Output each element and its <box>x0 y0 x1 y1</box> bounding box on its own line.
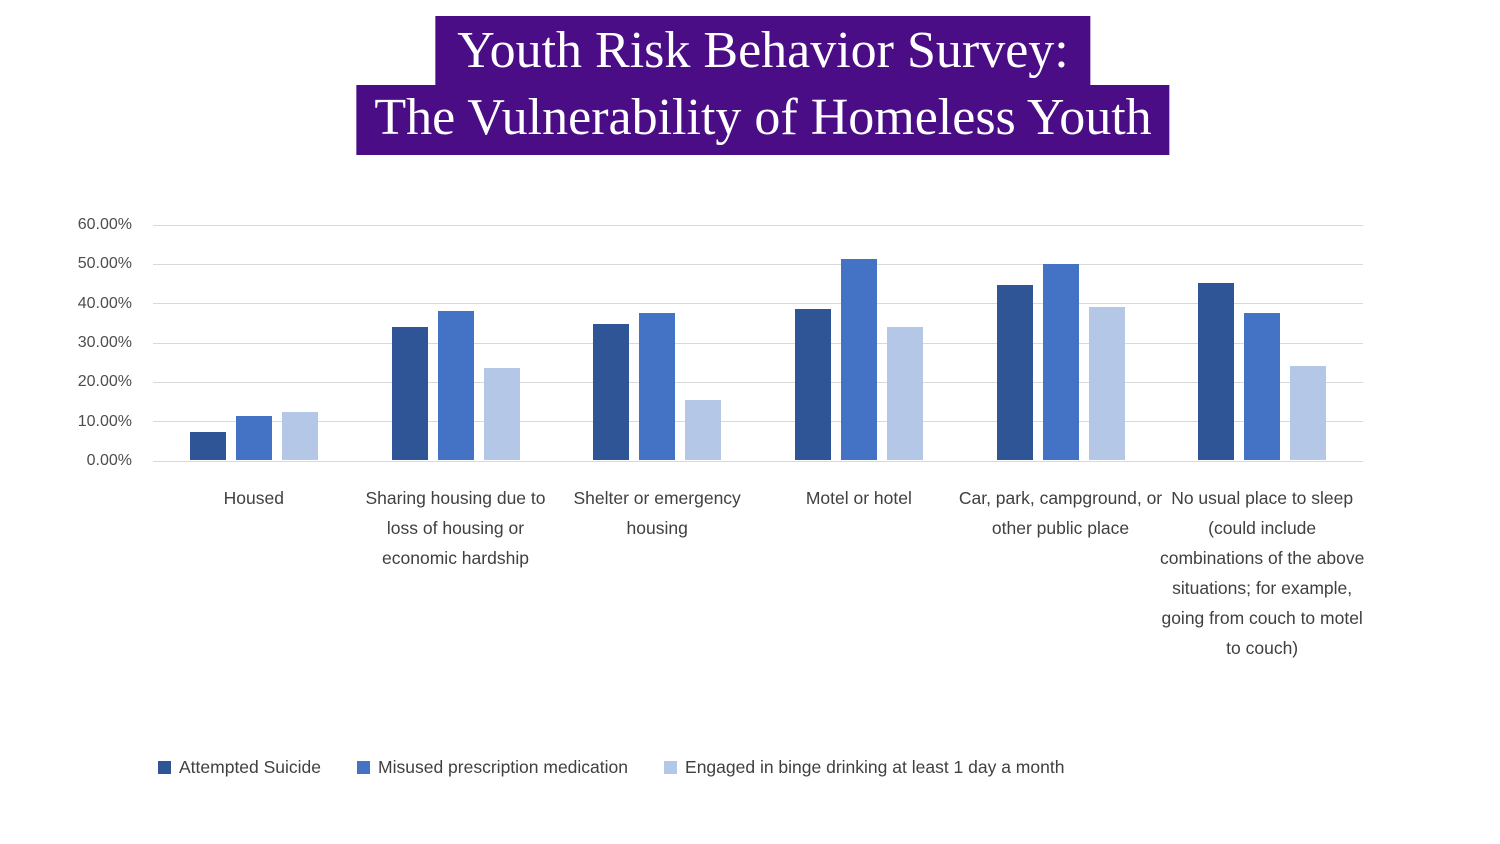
gridline-60 <box>153 224 1363 226</box>
bar-engaged-in-binge-drinking-at-least-1-day-a-month-group5 <box>1088 307 1125 460</box>
y-tick-label: 10.00% <box>77 412 132 430</box>
legend-item: Misused prescription medication <box>357 757 628 777</box>
legend-swatch-icon <box>664 760 678 774</box>
bar-attempted-suicide-group5 <box>996 284 1033 460</box>
y-tick-label: 50.00% <box>77 255 132 273</box>
bar-misused-prescription-medication-group2 <box>437 310 474 460</box>
bar-attempted-suicide-group6 <box>1198 283 1235 460</box>
bar-engaged-in-binge-drinking-at-least-1-day-a-month-group1 <box>281 412 318 460</box>
legend-item: Attempted Suicide <box>158 757 321 777</box>
y-tick-label: 60.00% <box>77 216 132 233</box>
bar-misused-prescription-medication-group6 <box>1244 312 1281 460</box>
bar-engaged-in-binge-drinking-at-least-1-day-a-month-group2 <box>483 367 520 460</box>
chart-title-line2: The Vulnerability of Homeless Youth <box>356 85 1170 155</box>
chart-title: Youth Risk Behavior Survey: The Vulnerab… <box>356 16 1170 155</box>
legend: Attempted Suicide Misused prescription me… <box>158 757 1064 777</box>
plot-area <box>153 224 1363 462</box>
legend-swatch-icon <box>357 760 371 774</box>
bar-attempted-suicide-group2 <box>391 327 428 460</box>
bar-misused-prescription-medication-group4 <box>840 258 877 460</box>
bar-attempted-suicide-group3 <box>593 323 630 460</box>
x-category-label: Motel or hotel <box>805 488 912 508</box>
bar-engaged-in-binge-drinking-at-least-1-day-a-month-group4 <box>886 327 923 460</box>
x-category-label: Housed <box>223 488 284 508</box>
gridline-30 <box>153 342 1363 344</box>
chart-title-line1: Youth Risk Behavior Survey: <box>435 16 1091 88</box>
x-category-label: Shelter or emergency housing <box>573 488 741 538</box>
bar-misused-prescription-medication-group1 <box>235 416 272 460</box>
y-tick-label: 0.00% <box>86 452 132 469</box>
legend-item: Engaged in binge drinking at least 1 day… <box>664 757 1064 777</box>
bar-misused-prescription-medication-group3 <box>639 312 676 460</box>
legend-label: Misused prescription medication <box>378 757 629 777</box>
legend-label: Engaged in binge drinking at least 1 day… <box>685 757 1065 777</box>
x-category-label: Sharing housing due to loss of housing o… <box>365 488 546 568</box>
gridline-50 <box>153 263 1363 265</box>
gridline-0 <box>153 460 1363 462</box>
gridline-20 <box>153 381 1363 383</box>
y-tick-label: 40.00% <box>77 294 132 312</box>
x-category-label: Car, park, campground, or other public p… <box>958 488 1163 538</box>
legend-swatch-icon <box>158 760 171 774</box>
y-tick-label: 20.00% <box>77 373 132 391</box>
bar-attempted-suicide-group1 <box>189 432 226 460</box>
y-tick-label: 30.00% <box>77 334 132 351</box>
gridline-10 <box>153 421 1363 423</box>
x-category-label: No usual place to sleep (could include c… <box>1160 488 1365 658</box>
bar-engaged-in-binge-drinking-at-least-1-day-a-month-group3 <box>685 400 722 460</box>
bar-engaged-in-binge-drinking-at-least-1-day-a-month-group6 <box>1290 365 1327 460</box>
legend-label: Attempted Suicide <box>179 757 322 777</box>
y-axis-tick-labels: 60.00% 50.00% 40.00% 30.00% 20.00% 10.00% 0.00… <box>28 217 132 469</box>
bar-attempted-suicide-group4 <box>794 308 831 460</box>
gridline-40 <box>153 303 1363 305</box>
bar-misused-prescription-medication-group5 <box>1042 263 1079 460</box>
